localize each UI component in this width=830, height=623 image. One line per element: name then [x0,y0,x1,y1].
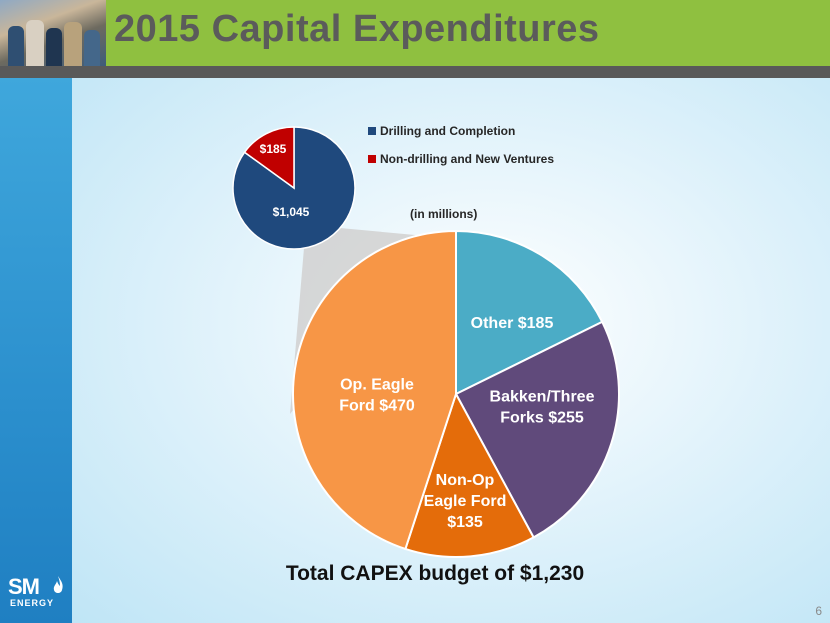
slice-non-drilling-and-new-ventures [243,126,295,190]
slice-non-op-eagle-ford [404,391,535,558]
legend-item-drilling: Drilling and Completion [368,124,554,138]
legend-item-non-drilling: Non-drilling and New Ventures [368,152,554,166]
chart-legend: Drilling and Completion Non-drilling and… [368,124,554,180]
legend-label-non-drilling: Non-drilling and New Ventures [380,152,555,166]
slice-label-non-op-eagle-ford: Non-Op Eagle Ford $135 [424,472,507,531]
legend-label-drilling: Drilling and Completion [380,124,516,138]
slice-label-op-eagle-ford: Op. Eagle Ford $470 [339,377,415,415]
company-logo: SM ENERGY [8,574,68,614]
slice-bakken-three-forks [454,320,620,539]
left-strip [0,78,72,623]
slice-label-bakken-three-forks: Bakken/Three Forks $255 [490,389,595,427]
page-number: 6 [815,604,822,618]
header-divider [0,66,830,78]
slice-label-drilling-and-completion: $1,045 [273,205,310,219]
slice-op-eagle-ford [292,229,457,551]
page-title: 2015 Capital Expenditures [114,8,600,50]
total-capex-text: Total CAPEX budget of $1,230 [285,562,585,585]
legend-swatch-non-drilling [368,155,376,163]
summary-pie: $1,045 $185 [232,126,356,250]
legend-swatch-drilling [368,127,376,135]
logo-main-text: SM [8,574,40,599]
logo-sub-text: ENERGY [10,598,55,608]
slice-label-other: Other $185 [471,315,554,332]
header-photo [0,0,106,66]
header-band [106,0,830,66]
units-note: (in millions) [410,207,478,221]
slice-label-non-drilling-and-new-ventures: $185 [260,142,287,156]
slice-other [455,229,604,396]
flame-icon [53,576,63,593]
breakdown-pie: Other $185 Bakken/Three Forks $255 Non-Op Ea… [292,229,620,558]
